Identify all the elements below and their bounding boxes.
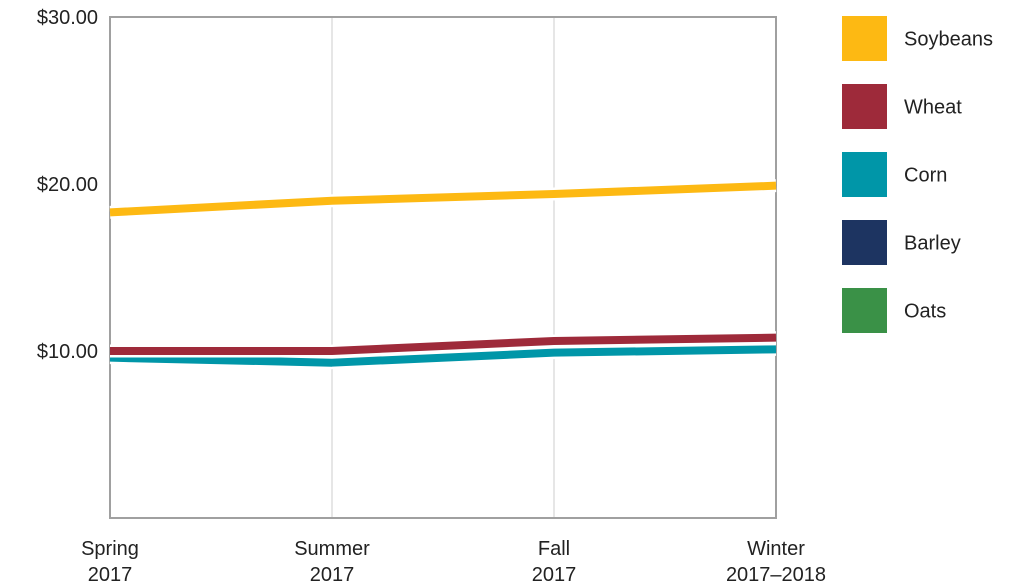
x-tick-label-line: 2017 [532, 564, 577, 584]
legend-label-wheat: Wheat [904, 97, 962, 119]
series-lines [109, 179, 777, 370]
x-tick-label-line: Fall [538, 538, 570, 560]
legend-swatch-oats [842, 288, 887, 333]
x-tick-label-line: 2017–2018 [726, 564, 826, 584]
legend-label-oats: Oats [904, 301, 946, 323]
x-tick-label-line: 2017 [88, 564, 133, 584]
series-line-wheat [110, 333, 777, 355]
x-axis-tick-labels: Spring 2017 Summer 2017 Fall 2017 Winter 2017–2… [81, 538, 826, 584]
legend-swatch-wheat [842, 84, 887, 129]
y-tick-label: $30.00 [37, 7, 98, 29]
plot-frame [109, 16, 777, 519]
x-tick-label: Spring 2017 [81, 538, 139, 584]
legend-swatch-corn [842, 152, 887, 197]
legend-swatch-barley [842, 220, 887, 265]
legend-label-barley: Barley [904, 233, 961, 255]
series-line-soybeans [109, 181, 777, 217]
y-tick-label: $20.00 [37, 174, 98, 196]
legend-label-soybeans: Soybeans [904, 29, 993, 51]
y-axis-tick-labels: $10.00 $20.00 $30.00 [37, 7, 98, 363]
x-tick-label-line: Summer [294, 538, 370, 560]
grid-lines [331, 17, 555, 518]
x-tick-label-line: Winter [747, 538, 805, 560]
x-tick-label-line: Spring [81, 538, 139, 560]
x-tick-label: Winter 2017–2018 [726, 538, 826, 584]
x-tick-label: Fall 2017 [532, 538, 577, 584]
x-tick-label: Summer 2017 [294, 538, 370, 584]
legend-swatch-soybeans [842, 16, 887, 61]
series-line-corn [109, 345, 777, 367]
x-tick-label-line: 2017 [310, 564, 355, 584]
y-tick-label: $10.00 [37, 341, 98, 363]
legend: Soybeans Wheat Corn Barley Oats [842, 16, 993, 333]
legend-label-corn: Corn [904, 165, 947, 187]
